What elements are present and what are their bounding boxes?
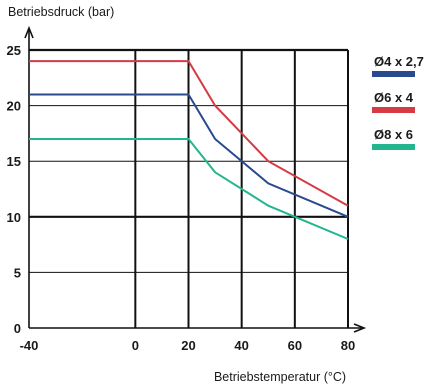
series-line-1 — [29, 60, 349, 207]
x-tick-label-40: 40 — [234, 338, 248, 353]
y-tick-label-20: 20 — [7, 99, 21, 114]
legend-label-0: Ø4 x 2,7 — [374, 54, 424, 69]
legend-swatch-1 — [372, 107, 415, 113]
x-axis-arrow — [353, 323, 367, 333]
plot-lines — [28, 60, 349, 240]
legend-swatch-0 — [372, 71, 415, 77]
x-tick-label-60: 60 — [288, 338, 302, 353]
y-axis-label: Betriebsdruck (bar) — [8, 5, 114, 19]
y-axis-arrow — [24, 25, 34, 39]
y-tick-label-10: 10 — [7, 210, 21, 225]
legend-label-1: Ø6 x 4 — [374, 90, 414, 105]
series-line-0 — [29, 93, 349, 218]
x-tick-label--40: -40 — [20, 338, 39, 353]
legend-label-2: Ø8 x 6 — [374, 127, 413, 142]
grid — [29, 48, 349, 328]
legend-swatch-2 — [372, 144, 415, 150]
y-tick-label-25: 25 — [7, 43, 21, 58]
y-tick-label-15: 15 — [7, 154, 21, 169]
y-tick-label-0: 0 — [14, 321, 21, 336]
series-line-2 — [29, 138, 349, 240]
x-tick-label-0: 0 — [132, 338, 139, 353]
axes — [24, 25, 367, 333]
x-tick-label-20: 20 — [181, 338, 195, 353]
y-tick-label-5: 5 — [14, 265, 21, 280]
x-tick-label-80: 80 — [341, 338, 355, 353]
ticks: 0 5 10 15 20 25 -40 0 20 40 60 80 — [7, 43, 356, 353]
x-axis-label: Betriebstemperatur (°C) — [214, 370, 346, 384]
legend: Ø4 x 2,7 Ø6 x 4 Ø8 x 6 — [372, 54, 424, 150]
